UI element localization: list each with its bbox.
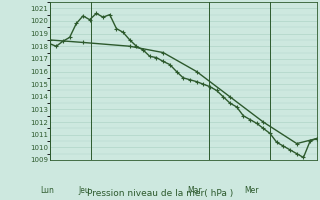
Text: Pression niveau de la mer( hPa ): Pression niveau de la mer( hPa ) xyxy=(87,189,233,198)
Text: Mar: Mar xyxy=(188,186,202,195)
Text: Lun: Lun xyxy=(40,186,54,195)
Text: Mer: Mer xyxy=(244,186,259,195)
Text: Jeu: Jeu xyxy=(78,186,90,195)
